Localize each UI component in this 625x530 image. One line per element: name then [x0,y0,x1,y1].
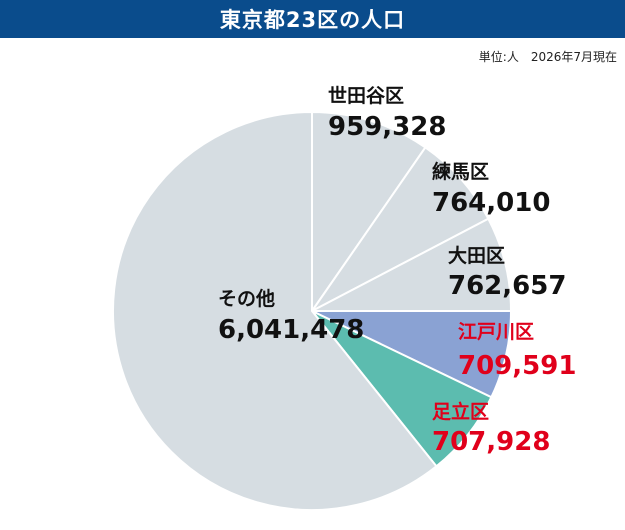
slice-label-edogawa: 江戸川区 [458,321,534,343]
pie-labels: 世田谷区 959,328 練馬区 764,010 大田区 762,657 江戸川区 709,5… [218,85,576,457]
pie-slices [112,110,513,511]
chart-title: 東京都23区の人口 [219,8,406,32]
slice-label-ota: 大田区 [448,244,505,267]
pie-slice-nerima [311,146,490,312]
slice-value-nerima: 764,010 [432,188,550,218]
pie-slice-other [112,110,438,511]
slice-value-other: 6,041,478 [218,315,364,345]
slice-label-setagaya: 世田谷区 [328,85,404,107]
slice-value-setagaya: 959,328 [328,112,446,142]
slice-value-adachi: 707,928 [432,427,550,457]
slice-label-adachi: 足立区 [432,400,489,423]
unit-note: 単位:人 2026年7月現在 [478,50,617,64]
slice-value-edogawa: 709,591 [458,351,576,381]
title-bar: 東京都23区の人口 [0,0,625,38]
slice-value-ota: 762,657 [448,271,566,301]
slice-label-other: その他 [218,287,275,310]
pie-slice-ota [311,217,513,312]
pie-slice-setagaya [311,110,427,315]
slice-label-nerima: 練馬区 [432,160,489,183]
